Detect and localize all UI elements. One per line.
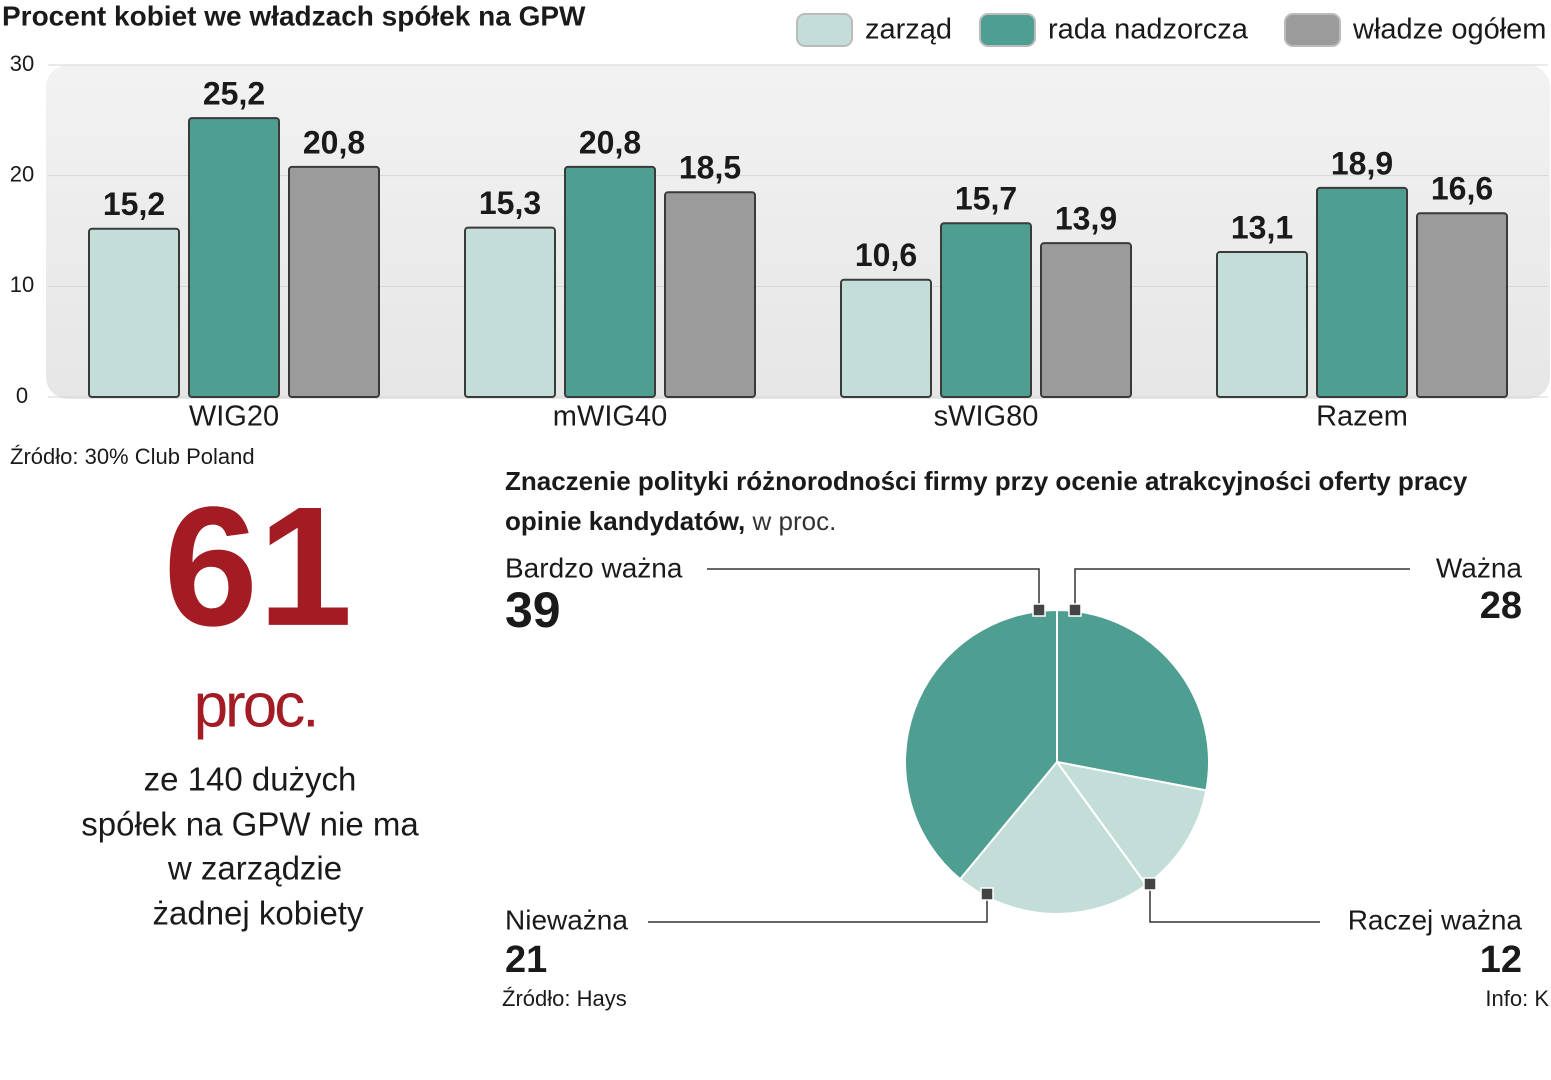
pie-label: Ważna — [1436, 552, 1523, 583]
bar — [1216, 251, 1308, 398]
pie-slice — [958, 760, 1148, 915]
value-label: 20,8 — [579, 124, 641, 160]
bar — [564, 165, 656, 398]
bar — [664, 191, 756, 398]
leader-marker — [980, 887, 994, 901]
x-tick-label: Razem — [1316, 401, 1408, 433]
bar — [940, 222, 1032, 398]
bar — [1040, 242, 1132, 398]
value-label: 10,6 — [855, 237, 917, 273]
pie-label: Nieważna — [505, 904, 628, 935]
x-tick-label: sWIG80 — [934, 401, 1039, 433]
plot-background — [46, 65, 1550, 399]
value-label: 13,9 — [1055, 201, 1117, 237]
value-label: 15,7 — [955, 181, 1017, 217]
pie-value: 28 — [1480, 585, 1522, 627]
pie-label: Raczej ważna — [1348, 904, 1523, 935]
bar — [288, 165, 380, 398]
pie-title: Znaczenie polityki różnorodności firmy p… — [505, 466, 1468, 496]
value-label: 18,5 — [679, 150, 741, 186]
y-tick-label: 30 — [10, 51, 34, 76]
pie-value: 39 — [505, 582, 561, 638]
x-tick-label: mWIG40 — [553, 401, 667, 433]
value-label: 25,2 — [203, 76, 265, 112]
legend-swatch — [796, 13, 853, 47]
legend-label: zarząd — [865, 14, 952, 46]
pie-unit: w proc. — [752, 506, 837, 536]
pie-slice — [1056, 608, 1210, 792]
value-label: 13,1 — [1231, 209, 1293, 245]
callout-line: żadnej kobiety — [153, 895, 364, 932]
x-tick-label: WIG20 — [189, 401, 279, 433]
bar — [464, 226, 556, 398]
pie-value: 12 — [1480, 939, 1522, 981]
bar-title: Procent kobiet we władzach spółek na GPW — [2, 0, 586, 31]
y-tick-label: 0 — [16, 383, 28, 408]
value-label: 20,8 — [303, 124, 365, 160]
value-label: 18,9 — [1331, 145, 1393, 181]
leader-line — [648, 894, 988, 923]
credit: Info: K — [1485, 986, 1549, 1011]
callout-number: 61 — [163, 472, 352, 662]
pie-source: Źródło: Hays — [502, 986, 627, 1011]
leader-line — [1074, 568, 1410, 610]
bar — [88, 227, 180, 398]
pie-slice — [904, 608, 1058, 881]
legend-label: władze ogółem — [1352, 14, 1546, 46]
leader-marker — [1068, 603, 1082, 617]
callout-line: spółek na GPW nie ma — [81, 806, 419, 843]
y-tick-label: 20 — [10, 161, 34, 186]
callout-line: ze 140 dużych — [144, 761, 357, 798]
bar — [188, 117, 280, 399]
leader-line — [1149, 884, 1320, 923]
legend-swatch — [979, 13, 1036, 47]
pie-title: opinie kandydatów, w proc. — [505, 506, 836, 536]
leader-marker — [1032, 603, 1046, 617]
bar — [840, 278, 932, 398]
y-tick-label: 10 — [10, 272, 34, 297]
value-label: 15,2 — [103, 186, 165, 222]
value-label: 15,3 — [479, 185, 541, 221]
legend-label: rada nadzorcza — [1048, 14, 1249, 46]
bar-source: Źródło: 30% Club Poland — [10, 444, 255, 469]
bar — [1316, 186, 1408, 398]
value-label: 16,6 — [1431, 171, 1493, 207]
bar — [1416, 212, 1508, 398]
leader-marker — [1143, 877, 1157, 891]
pie-title: opinie kandydatów, — [505, 506, 745, 536]
callout-line: w zarządzie — [167, 850, 342, 887]
callout-unit: proc. — [194, 671, 317, 740]
pie-label: Bardzo ważna — [505, 552, 683, 583]
pie-value: 21 — [505, 939, 547, 981]
legend-swatch — [1284, 13, 1341, 47]
leader-line — [707, 568, 1040, 610]
